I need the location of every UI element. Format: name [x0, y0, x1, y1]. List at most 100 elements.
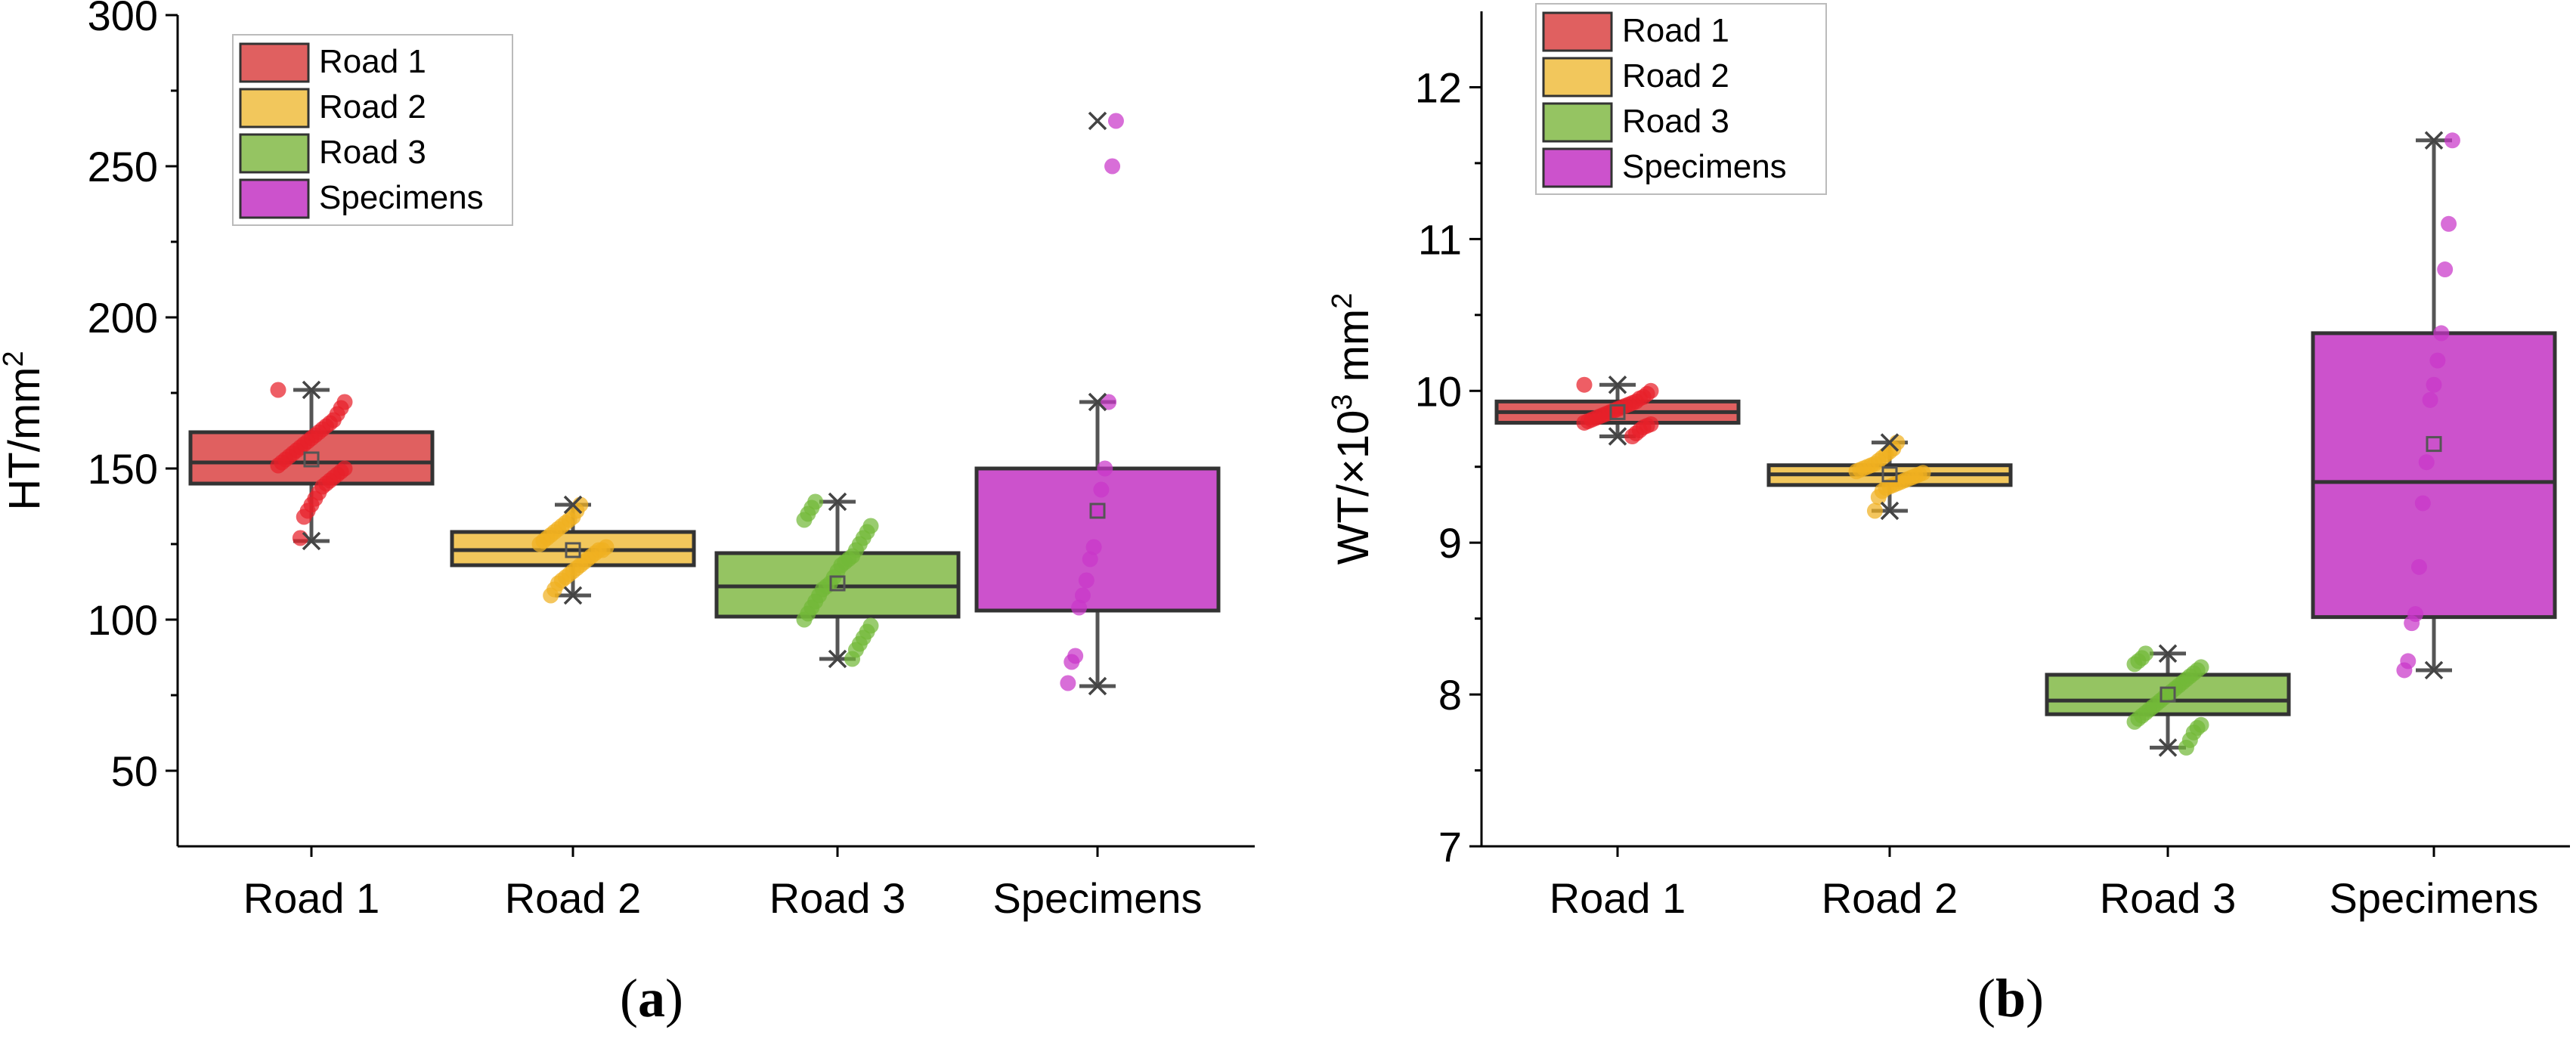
panel-label: (b): [1977, 968, 2044, 1028]
data-point: [2404, 615, 2420, 632]
max-marker: [1608, 375, 1627, 394]
legend-swatch: [1542, 11, 1613, 52]
y-tick-label: 9: [1438, 519, 1462, 567]
y-axis-label: HT/mm2: [0, 351, 49, 510]
data-point: [2437, 261, 2454, 278]
mean-marker: [1609, 404, 1626, 420]
y-tick-label: 50: [111, 747, 158, 795]
max-marker: [1088, 111, 1107, 131]
legend-swatch: [1542, 102, 1613, 143]
max-marker: [1880, 433, 1899, 452]
x-tick-label: Specimens: [2329, 874, 2538, 922]
max-marker: [2424, 131, 2444, 150]
legend-swatch: [239, 88, 310, 128]
mean-marker: [565, 542, 581, 558]
legend-label: Road 2: [319, 88, 426, 125]
data-point: [2414, 495, 2431, 512]
x-tick-label: Road 2: [1822, 874, 1958, 922]
data-point: [270, 457, 286, 474]
min-marker: [302, 531, 321, 551]
data-point: [1071, 599, 1088, 616]
legend-label: Road 1: [1622, 12, 1729, 49]
data-point: [1078, 572, 1094, 589]
data-point: [1107, 113, 1124, 129]
data-point: [531, 536, 548, 552]
data-point: [1074, 587, 1091, 604]
mean-marker: [303, 451, 320, 468]
max-marker: [1088, 392, 1107, 412]
mean-marker: [2426, 436, 2442, 453]
data-point: [844, 651, 861, 667]
x-tick-label: Road 1: [243, 874, 380, 922]
data-point: [543, 587, 559, 604]
data-point: [2433, 325, 2450, 342]
x-tick-label: Road 1: [1550, 874, 1686, 922]
min-marker: [2424, 660, 2444, 680]
data-point: [796, 611, 813, 628]
mean-marker: [1089, 502, 1106, 519]
y-tick-label: 10: [1415, 367, 1462, 415]
y-tick-label: 100: [88, 596, 158, 644]
data-point: [1576, 376, 1593, 393]
y-tick-label: 12: [1415, 63, 1462, 111]
legend-swatch: [239, 42, 310, 83]
y-tick-label: 250: [88, 143, 158, 190]
y-tick-label: 8: [1438, 671, 1462, 719]
max-marker: [563, 495, 583, 515]
legend-label: Road 3: [319, 134, 426, 171]
legend-label: Specimens: [319, 179, 484, 216]
min-marker: [563, 586, 583, 605]
panel-label: (a): [620, 968, 683, 1028]
data-point: [2410, 558, 2427, 575]
data-point: [2444, 132, 2460, 149]
data-point: [1101, 394, 1117, 410]
data-point: [2126, 656, 2143, 673]
legend-label: Road 1: [319, 43, 426, 80]
data-point: [292, 530, 308, 546]
legend-swatch: [239, 178, 310, 219]
panel-b: 7 8 9 10 11 12 WT/×103 mm2 Road 1 Road 2 Road 3 Sp…: [1327, 3, 2570, 1028]
data-point: [1064, 654, 1080, 670]
x-tick-label: Road 3: [769, 874, 906, 922]
panel-a: 50 100 150 200 250 300 HT/mm2 Road 1 Road 2 Road …: [0, 0, 1255, 1028]
y-tick-label: 7: [1438, 823, 1462, 870]
data-point: [1848, 463, 1865, 480]
min-marker: [2158, 738, 2178, 757]
min-marker: [1880, 501, 1899, 521]
x-tick-label: Road 2: [505, 874, 642, 922]
data-point: [796, 512, 813, 528]
data-point: [1576, 414, 1593, 431]
data-point: [1093, 481, 1110, 498]
box-specimens: [2311, 331, 2557, 620]
data-point: [1082, 551, 1098, 567]
data-point: [2126, 713, 2143, 730]
max-marker: [828, 492, 847, 512]
legend-swatch: [239, 133, 310, 174]
data-point: [1104, 158, 1121, 175]
data-point: [1097, 460, 1113, 477]
min-marker: [1608, 427, 1627, 446]
legend-label: Road 2: [1622, 57, 1729, 94]
y-tick-label: 11: [1418, 215, 1462, 263]
data-point: [2426, 376, 2442, 393]
max-marker: [2158, 644, 2178, 663]
x-tick-label: Specimens: [992, 874, 1202, 922]
data-point: [1866, 502, 1883, 519]
legend-swatch: [1542, 57, 1613, 97]
x-tick-label: Road 3: [2100, 874, 2237, 922]
y-axis-label: WT/×103 mm2: [1327, 293, 1378, 565]
box-specimens: [974, 466, 1221, 613]
data-point: [1085, 539, 1102, 555]
mean-marker: [829, 575, 846, 592]
y-tick-label: 200: [88, 294, 158, 342]
y-tick-label: 300: [88, 0, 158, 39]
max-marker: [302, 380, 321, 400]
data-point: [2418, 454, 2435, 471]
data-point: [1624, 428, 1641, 445]
y-tick-label: 150: [88, 445, 158, 493]
data-point: [2178, 739, 2194, 756]
mean-marker: [2160, 686, 2176, 703]
legend-label: Specimens: [1622, 148, 1787, 185]
min-marker: [1088, 676, 1107, 696]
